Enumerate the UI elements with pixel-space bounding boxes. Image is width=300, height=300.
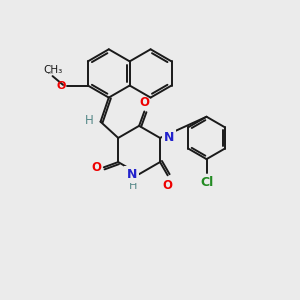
Text: H: H — [85, 114, 94, 127]
Text: O: O — [140, 96, 150, 109]
Text: N: N — [126, 168, 137, 181]
Text: methoxy: methoxy — [48, 73, 55, 74]
Text: N: N — [164, 131, 174, 144]
Text: H: H — [128, 181, 137, 190]
Text: Cl: Cl — [200, 176, 213, 189]
Text: O: O — [163, 179, 173, 192]
Text: N: N — [164, 131, 174, 144]
Text: CH₃: CH₃ — [43, 64, 62, 75]
Text: O: O — [91, 161, 101, 174]
Text: O: O — [56, 80, 65, 91]
Text: N: N — [126, 168, 137, 181]
